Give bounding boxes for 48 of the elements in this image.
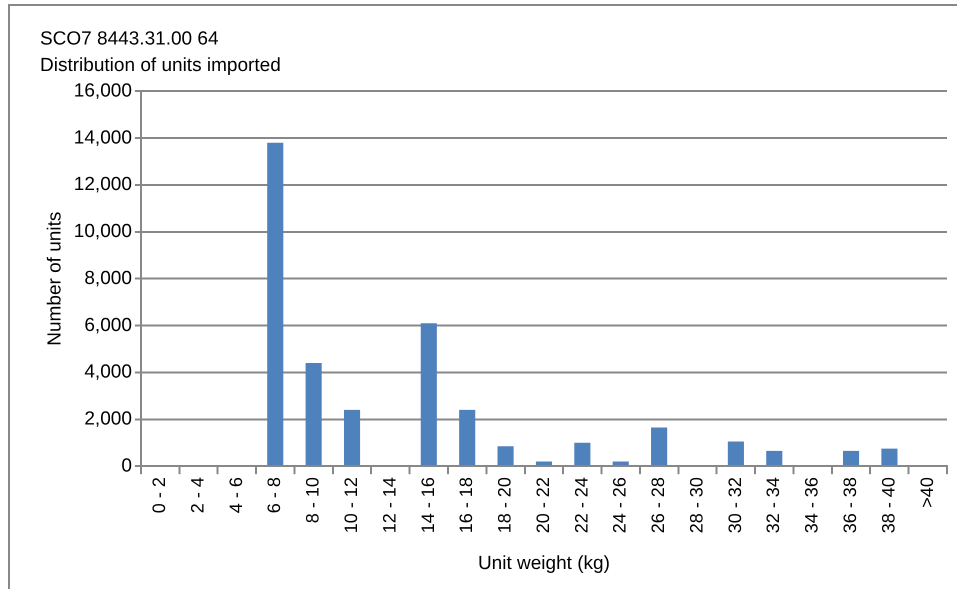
bar: [420, 323, 437, 466]
x-tick-label: 14 - 16: [418, 477, 438, 534]
bar: [459, 410, 476, 466]
bar: [728, 442, 744, 466]
y-tick-label: 0: [121, 455, 132, 476]
x-tick-label: 16 - 18: [456, 477, 476, 534]
y-tick-label: 6,000: [84, 314, 132, 336]
bar: [766, 450, 782, 466]
x-tick-label: 22 - 24: [571, 477, 592, 534]
y-tick-label: 12,000: [74, 174, 132, 196]
x-tick-label: 38 - 40: [878, 477, 898, 534]
x-tick-label: 34 - 36: [802, 477, 822, 534]
chart-subtitle: Distribution of units imported: [40, 55, 281, 76]
y-tick-label: 8,000: [84, 268, 132, 289]
x-tick-label: 4 - 6: [226, 477, 246, 514]
y-axis-title: Number of units: [44, 212, 66, 346]
x-axis-title: Unit weight (kg): [478, 552, 610, 574]
bar: [306, 363, 322, 466]
chart-title: SCO7 8443.31.00 64: [40, 28, 219, 50]
bar: [612, 461, 629, 466]
x-tick-label: 30 - 32: [724, 477, 745, 534]
x-tick-label: >40: [916, 477, 937, 508]
x-tick-label: 26 - 28: [648, 477, 668, 534]
x-tick-label: 2 - 4: [187, 477, 208, 514]
x-tick-label: 10 - 12: [341, 477, 361, 534]
bar: [536, 461, 552, 466]
bar: [842, 450, 860, 466]
y-tick-label: 14,000: [74, 127, 132, 148]
bar: [574, 442, 590, 466]
y-tick-label: 2,000: [84, 408, 132, 430]
y-tick-label: 10,000: [74, 221, 132, 242]
x-tick-label: 0 - 2: [149, 477, 170, 514]
x-tick-label: 32 - 34: [763, 477, 784, 534]
bar: [881, 448, 898, 466]
x-tick-label: 8 - 10: [302, 477, 323, 524]
x-tick-label: 18 - 20: [494, 477, 515, 534]
bar: [651, 427, 668, 466]
x-tick-label: 6 - 8: [264, 477, 284, 514]
y-tick-label: 4,000: [84, 362, 132, 383]
x-tick-label: 28 - 30: [686, 477, 706, 534]
x-tick-label: 12 - 14: [379, 477, 400, 534]
x-tick-label: 20 - 22: [532, 477, 553, 534]
bar: [498, 446, 514, 466]
x-tick-label: 36 - 38: [840, 477, 860, 534]
bar: [344, 410, 360, 466]
y-tick-label: 16,000: [74, 80, 132, 102]
bar: [267, 142, 284, 466]
x-tick-label: 24 - 26: [610, 477, 630, 534]
